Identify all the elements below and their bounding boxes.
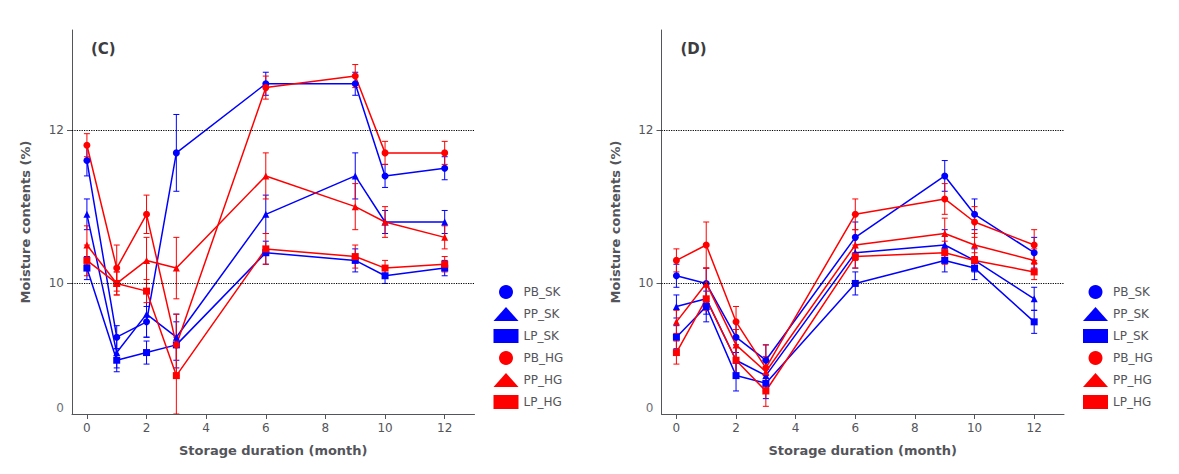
svg-text:10: 10 [967,421,982,435]
svg-text:4: 4 [792,421,800,435]
svg-text:Storage duration (month): Storage duration (month) [768,443,957,458]
svg-text:6: 6 [262,421,270,435]
svg-text:LP_HG: LP_HG [524,395,562,409]
svg-text:0: 0 [646,401,654,415]
svg-text:(C): (C) [91,40,116,58]
svg-text:Moisture contents (%): Moisture contents (%) [608,141,623,304]
svg-text:PP_SK: PP_SK [524,307,561,321]
svg-text:PB_HG: PB_HG [1113,351,1153,365]
svg-text:PP_HG: PP_HG [1113,373,1152,387]
svg-text:10: 10 [638,276,653,290]
svg-text:LP_SK: LP_SK [1113,329,1150,343]
svg-text:6: 6 [851,421,859,435]
svg-text:12: 12 [1027,421,1042,435]
svg-text:PP_SK: PP_SK [1113,307,1150,321]
svg-text:12: 12 [437,421,452,435]
svg-text:4: 4 [202,421,210,435]
svg-text:LP_HG: LP_HG [1113,395,1151,409]
svg-text:LP_SK: LP_SK [524,329,561,343]
svg-text:(D): (D) [681,40,707,58]
svg-text:10: 10 [377,421,392,435]
svg-text:0: 0 [83,421,91,435]
svg-text:PP_HG: PP_HG [524,373,563,387]
svg-text:Moisture contents (%): Moisture contents (%) [18,141,33,304]
svg-text:10: 10 [49,276,64,290]
svg-text:PB_HG: PB_HG [524,351,564,365]
svg-text:PB_SK: PB_SK [1113,285,1151,299]
svg-text:12: 12 [638,123,653,137]
svg-text:0: 0 [56,401,64,415]
svg-text:0: 0 [673,421,681,435]
svg-text:Storage duration (month): Storage duration (month) [179,443,368,458]
svg-text:PB_SK: PB_SK [524,285,562,299]
svg-text:2: 2 [732,421,740,435]
svg-text:8: 8 [322,421,330,435]
svg-text:2: 2 [143,421,151,435]
svg-text:8: 8 [911,421,919,435]
svg-text:12: 12 [49,123,64,137]
